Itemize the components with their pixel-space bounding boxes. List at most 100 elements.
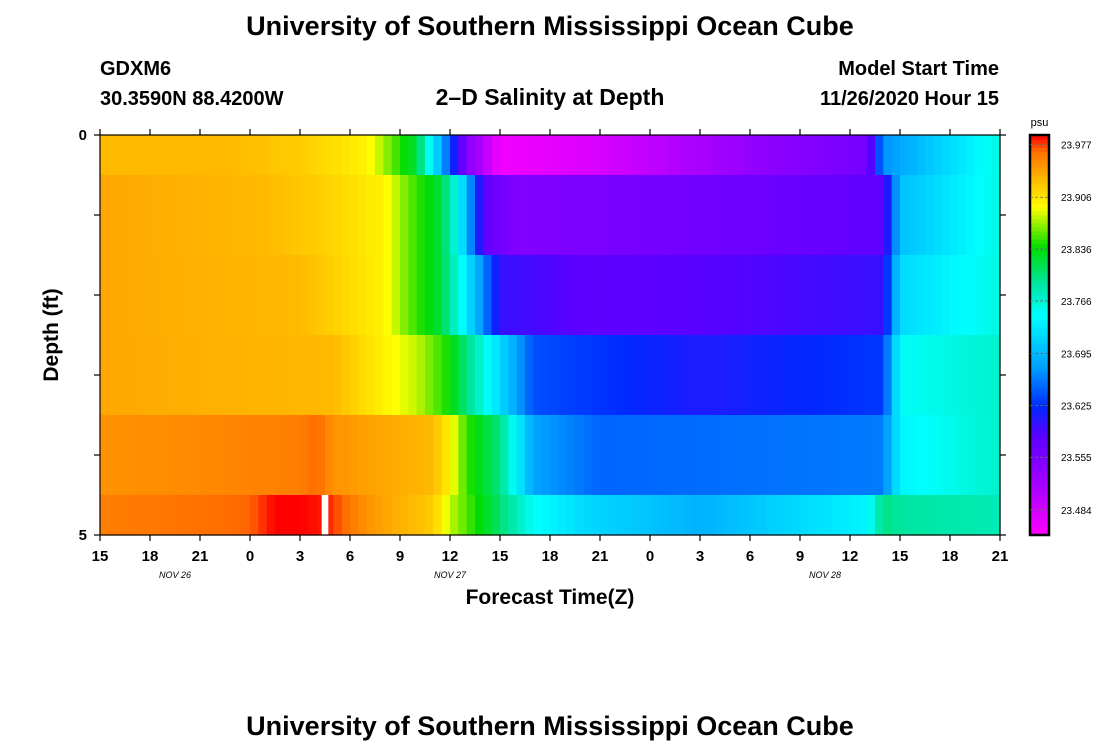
heatmap-cell xyxy=(466,335,476,416)
date-label: NOV 27 xyxy=(434,570,467,580)
heatmap-cell xyxy=(241,135,251,176)
heatmap-cell xyxy=(966,255,976,336)
heatmap-cell xyxy=(691,335,701,416)
heatmap-cell xyxy=(883,495,893,536)
heatmap-cell xyxy=(141,335,151,416)
x-tick-label: 12 xyxy=(442,548,459,565)
heatmap-cell xyxy=(550,495,559,536)
heatmap-cell xyxy=(108,135,118,176)
heatmap-cell xyxy=(758,175,768,256)
heatmap-cell xyxy=(600,415,609,496)
heatmap-cell xyxy=(483,495,493,536)
heatmap-cell xyxy=(400,335,409,416)
heatmap-cell xyxy=(950,175,959,256)
colorbar-segment xyxy=(1030,203,1049,208)
heatmap-cell xyxy=(458,175,468,256)
heatmap-cell xyxy=(975,175,984,256)
colorbar-segment xyxy=(1030,467,1049,472)
colorbar-segment xyxy=(1030,427,1049,432)
heatmap-cell xyxy=(516,255,526,336)
heatmap-cell xyxy=(958,495,968,536)
heatmap-cell xyxy=(791,255,801,336)
heatmap-cell xyxy=(841,335,851,416)
colorbar-segment xyxy=(1030,231,1049,236)
colorbar-segment xyxy=(1030,391,1049,396)
heatmap-cell xyxy=(358,175,368,256)
colorbar-segment xyxy=(1030,239,1049,244)
heatmap-cell xyxy=(491,135,501,176)
heatmap-cell xyxy=(758,255,768,336)
heatmap-cell xyxy=(866,495,876,536)
heatmap-cell xyxy=(616,175,626,256)
colorbar-segment xyxy=(1030,483,1049,488)
heatmap-cell xyxy=(783,135,793,176)
heatmap-cell xyxy=(650,175,659,256)
colorbar-segment xyxy=(1030,395,1049,400)
heatmap-cell xyxy=(591,135,601,176)
heatmap-cell xyxy=(366,335,376,416)
heatmap-cell xyxy=(808,415,818,496)
colorbar-segment xyxy=(1030,307,1049,312)
colorbar-segment xyxy=(1030,263,1049,268)
heatmap-cell xyxy=(533,495,543,536)
heatmap-cell xyxy=(650,415,659,496)
heatmap-cell xyxy=(600,335,609,416)
heatmap-cell xyxy=(725,335,734,416)
colorbar-segment xyxy=(1030,195,1049,200)
heatmap-cell xyxy=(291,495,301,536)
colorbar-segment xyxy=(1030,187,1049,192)
heatmap-cell xyxy=(541,335,551,416)
heatmap-cell xyxy=(325,255,334,336)
heatmap-cell xyxy=(325,175,334,256)
heatmap-cell xyxy=(466,495,476,536)
heatmap-cell xyxy=(716,335,726,416)
heatmap-cell xyxy=(891,495,901,536)
heatmap-cell xyxy=(941,135,951,176)
colorbar-segment xyxy=(1030,503,1049,508)
heatmap-cell xyxy=(983,175,993,256)
heatmap-cell xyxy=(166,135,176,176)
heatmap-cell xyxy=(966,175,976,256)
heatmap-cell xyxy=(583,255,593,336)
colorbar-tick-label: 23.555 xyxy=(1061,453,1092,464)
heatmap-cell xyxy=(283,415,293,496)
heatmap-cell xyxy=(441,335,451,416)
heatmap-cell xyxy=(375,495,384,536)
heatmap-cell xyxy=(391,415,401,496)
x-tick-label: 21 xyxy=(592,548,609,565)
heatmap-cell xyxy=(241,495,251,536)
heatmap-cell xyxy=(308,135,318,176)
heatmap-cell xyxy=(108,255,118,336)
heatmap-cell xyxy=(858,255,868,336)
heatmap-cell xyxy=(850,135,859,176)
heatmap-cell xyxy=(175,175,184,256)
heatmap-cell xyxy=(100,335,109,416)
heatmap-cell xyxy=(200,135,209,176)
colorbar-segment xyxy=(1030,235,1049,240)
heatmap-cell xyxy=(141,415,151,496)
heatmap-cell xyxy=(133,175,143,256)
heatmap-cell xyxy=(608,135,618,176)
heatmap-cell xyxy=(658,335,668,416)
heatmap-cell xyxy=(458,135,468,176)
heatmap-cell xyxy=(733,495,743,536)
heatmap-cell xyxy=(333,495,343,536)
heatmap-cell xyxy=(800,255,809,336)
heatmap-cell xyxy=(941,335,951,416)
heatmap-cell xyxy=(975,135,984,176)
colorbar-segment xyxy=(1030,267,1049,272)
heatmap-cell xyxy=(133,415,143,496)
heatmap-cell xyxy=(566,495,576,536)
heatmap-cell xyxy=(750,335,759,416)
heatmap-cell xyxy=(583,175,593,256)
heatmap-cell xyxy=(500,175,509,256)
heatmap-cell xyxy=(775,175,784,256)
heatmap-cell xyxy=(558,335,568,416)
colorbar-segment xyxy=(1030,443,1049,448)
colorbar-segment xyxy=(1030,155,1049,160)
heatmap-cell xyxy=(408,255,418,336)
colorbar-segment xyxy=(1030,471,1049,476)
heatmap-cell xyxy=(558,135,568,176)
heatmap-cell xyxy=(583,495,593,536)
heatmap-cell xyxy=(641,175,651,256)
